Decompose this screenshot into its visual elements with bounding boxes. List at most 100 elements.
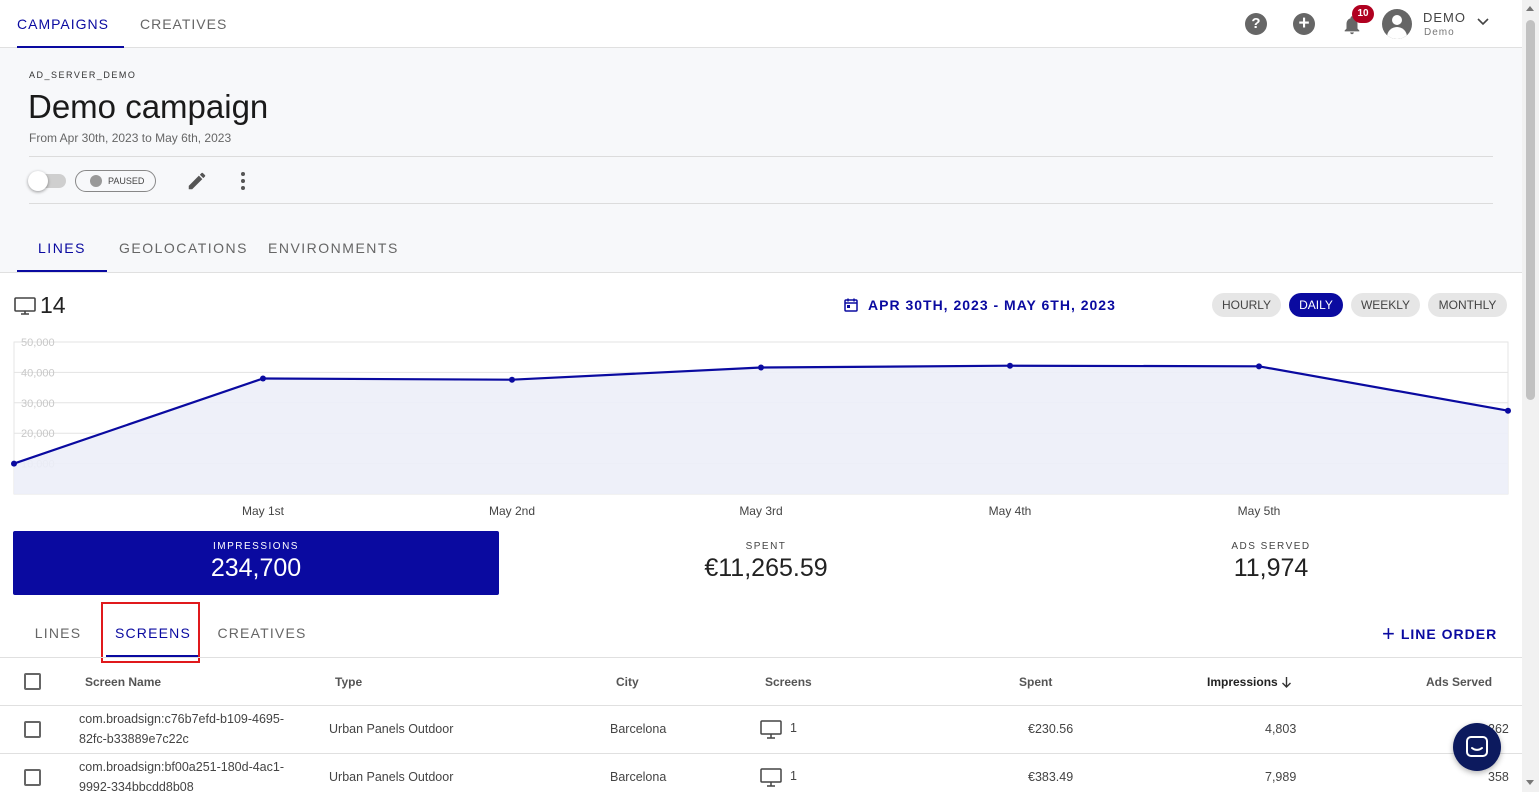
user-name[interactable]: DEMO (1423, 10, 1466, 25)
date-range-picker[interactable]: APR 30TH, 2023 - MAY 6TH, 2023 (844, 297, 1116, 313)
screens-count: 14 (14, 292, 66, 319)
chart-y-tick-label: 20,000 (21, 428, 55, 440)
tab-lines-bottom[interactable]: LINES (34, 625, 82, 641)
cell-screen-name[interactable]: com.broadsign:bf00a251-180d-4ac1- 9992-3… (79, 757, 309, 792)
divider (29, 156, 1493, 157)
scrollbar[interactable] (1522, 0, 1539, 792)
chart-x-tick-label: May 4th (989, 504, 1032, 518)
cell-screen-name[interactable]: com.broadsign:c76b7efd-b109-4695- 82fc-b… (79, 709, 309, 749)
chart-data-point (758, 364, 764, 371)
chart-data-point (260, 375, 266, 382)
tab-screens[interactable]: SCREENS (114, 625, 192, 641)
stat-value: €11,265.59 (704, 554, 828, 582)
chart-y-tick-label: 40,000 (21, 367, 55, 379)
column-header-impressions-label: Impressions (1207, 675, 1278, 689)
screen-name-line: com.broadsign:bf00a251-180d-4ac1- (79, 760, 284, 774)
more-options-icon[interactable] (241, 172, 245, 193)
chart-y-tick-label: 50,000 (21, 337, 55, 349)
tab-environments[interactable]: ENVIRONMENTS (268, 240, 399, 256)
chat-button[interactable] (1453, 723, 1501, 771)
highlight-box (101, 602, 200, 663)
granularity-weekly[interactable]: WEEKLY (1351, 293, 1420, 317)
column-header-spent[interactable]: Spent (1019, 675, 1053, 689)
stat-label: SPENT (745, 541, 787, 552)
campaign-header: AD_SERVER_DEMO Demo campaign From Apr 30… (0, 48, 1522, 273)
stat-impressions[interactable]: IMPRESSIONS 234,700 (13, 531, 499, 595)
tab-creatives[interactable]: CREATIVES (140, 16, 228, 32)
cell-spent: €383.49 (1028, 770, 1074, 784)
tab-lines[interactable]: LINES (17, 224, 107, 272)
row-checkbox[interactable] (24, 721, 41, 738)
date-range-label: APR 30TH, 2023 - MAY 6TH, 2023 (868, 297, 1116, 313)
chart-data-point (11, 460, 17, 467)
stat-value: 234,700 (210, 554, 302, 582)
cell-city: Barcelona (610, 722, 667, 736)
divider (0, 753, 1522, 754)
tab-campaigns[interactable]: CAMPAIGNS (17, 0, 124, 48)
user-org: Demo (1424, 27, 1455, 38)
add-line-order-button[interactable]: + LINE ORDER (1382, 621, 1497, 646)
column-header-city[interactable]: City (616, 675, 639, 689)
stat-spent[interactable]: SPENT €11,265.59 (520, 531, 1012, 595)
monitor-icon (760, 768, 782, 787)
monitor-icon (14, 296, 36, 315)
divider (29, 203, 1493, 204)
help-icon[interactable]: ? (1245, 13, 1267, 35)
tab-creatives-bottom[interactable]: CREATIVES (217, 625, 307, 641)
column-header-impressions[interactable]: Impressions (1207, 675, 1292, 689)
campaign-org: AD_SERVER_DEMO (29, 70, 137, 80)
notification-badge: 10 (1352, 5, 1374, 23)
granularity-daily[interactable]: DAILY (1289, 293, 1343, 317)
granularity-hourly[interactable]: HOURLY (1212, 293, 1281, 317)
chart-x-tick-label: May 2nd (489, 504, 535, 518)
chevron-down-icon[interactable] (1477, 14, 1489, 29)
granularity-monthly[interactable]: MONTHLY (1428, 293, 1507, 317)
cell-type: Urban Panels Outdoor (329, 770, 454, 784)
chart-data-point (1007, 362, 1013, 369)
cell-ads-served: 358 (1488, 770, 1509, 784)
chart-data-point (1256, 363, 1262, 370)
chart-y-tick-label: 30,000 (21, 398, 55, 410)
chat-icon (1466, 736, 1488, 757)
tab-indicator (106, 655, 200, 657)
cell-screens: 1 (790, 721, 797, 735)
cell-impressions: 4,803 (1265, 722, 1297, 736)
plus-icon: + (1382, 621, 1396, 646)
edit-icon[interactable] (186, 170, 208, 192)
column-header-screen-name[interactable]: Screen Name (85, 675, 162, 689)
stat-label: IMPRESSIONS (213, 541, 299, 552)
row-checkbox[interactable] (24, 769, 41, 786)
column-header-ads-served[interactable]: Ads Served (1426, 675, 1493, 689)
chart-area-fill (14, 365, 1508, 494)
column-header-type[interactable]: Type (335, 675, 363, 689)
cell-impressions: 7,989 (1265, 770, 1297, 784)
add-circle-icon[interactable]: + (1293, 13, 1315, 35)
campaign-toggle[interactable] (28, 171, 66, 191)
stat-ads-served[interactable]: ADS SERVED 11,974 (1025, 531, 1517, 595)
calendar-icon (844, 298, 858, 312)
column-header-screens[interactable]: Screens (765, 675, 812, 689)
chart-x-tick-label: May 1st (242, 504, 285, 518)
stat-label: ADS SERVED (1231, 541, 1311, 552)
stat-value: 11,974 (1233, 554, 1309, 582)
scrollbar-thumb[interactable] (1526, 20, 1535, 400)
screen-name-line: com.broadsign:c76b7efd-b109-4695- (79, 712, 284, 726)
status-label: PAUSED (108, 176, 145, 186)
tab-geolocations[interactable]: GEOLOCATIONS (119, 240, 248, 256)
cell-screens: 1 (790, 769, 797, 783)
chart-data-point (1505, 407, 1511, 414)
page-title: Demo campaign (28, 88, 269, 125)
chart-x-tick-label: May 5th (1238, 504, 1281, 518)
avatar[interactable] (1382, 9, 1412, 39)
scroll-down-icon[interactable] (1526, 780, 1534, 785)
monitor-icon (760, 720, 782, 739)
divider (0, 657, 1522, 658)
select-all-checkbox[interactable] (24, 673, 41, 690)
cell-spent: €230.56 (1028, 722, 1074, 736)
screens-count-value: 14 (40, 292, 66, 318)
scroll-up-icon[interactable] (1526, 6, 1534, 11)
cell-type: Urban Panels Outdoor (329, 722, 454, 736)
screen-name-line: 82fc-b33889e7c22c (79, 732, 189, 746)
divider (0, 705, 1522, 706)
